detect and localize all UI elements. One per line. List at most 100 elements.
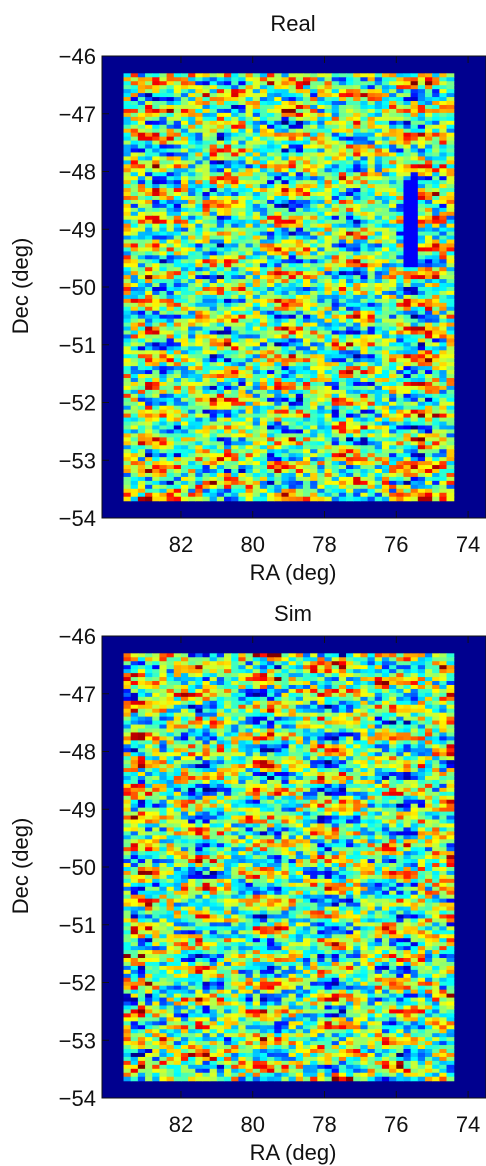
heatmap-cell xyxy=(310,156,318,161)
heatmap-cell xyxy=(245,314,254,320)
heatmap-cell xyxy=(360,492,369,498)
heatmap-cell xyxy=(389,247,397,252)
heatmap-cell xyxy=(338,192,347,197)
heatmap-cell xyxy=(338,156,347,161)
heatmap-cell xyxy=(417,188,426,193)
heatmap-cell xyxy=(389,437,397,442)
heatmap-cell xyxy=(216,334,225,340)
heatmap-cell xyxy=(173,235,182,241)
heatmap-cell xyxy=(252,381,261,387)
heatmap-cell xyxy=(202,283,211,288)
heatmap-cell xyxy=(145,219,153,225)
heatmap-cell xyxy=(338,128,347,134)
heatmap-cell xyxy=(446,215,455,221)
heatmap-cell xyxy=(317,476,326,482)
heatmap-cell xyxy=(267,255,275,260)
heatmap-cell xyxy=(130,322,139,328)
heatmap-cell xyxy=(295,267,304,272)
heatmap-cell xyxy=(353,318,361,324)
heatmap-cell xyxy=(274,101,283,106)
heatmap-cell xyxy=(417,378,426,383)
heatmap-cell xyxy=(331,302,340,308)
heatmap-cell xyxy=(123,251,132,256)
heatmap-cell xyxy=(396,188,405,193)
heatmap-cell xyxy=(338,215,347,221)
heatmap-cell xyxy=(216,453,225,458)
heatmap-cell xyxy=(353,132,361,138)
heatmap-cell xyxy=(180,184,189,189)
heatmap-cell xyxy=(396,298,405,304)
heatmap-cell xyxy=(353,421,361,427)
heatmap-cell xyxy=(238,405,247,411)
heatmap-cell xyxy=(410,310,419,316)
heatmap-cell xyxy=(324,235,333,241)
heatmap-cell xyxy=(324,314,333,320)
heatmap-cell xyxy=(432,188,440,193)
heatmap-cell xyxy=(360,358,369,363)
heatmap-cell xyxy=(310,417,318,423)
heatmap-cell xyxy=(130,219,139,225)
heatmap-cell xyxy=(374,180,383,185)
heatmap-cell xyxy=(302,306,311,312)
heatmap-cell xyxy=(173,381,182,387)
heatmap-cell xyxy=(424,330,433,336)
heatmap-cell xyxy=(123,275,132,280)
heatmap-cell xyxy=(302,469,311,474)
heatmap-cell xyxy=(396,445,405,450)
heatmap-cell xyxy=(281,132,290,138)
heatmap-cell xyxy=(410,207,419,213)
heatmap-cell xyxy=(302,449,311,454)
heatmap-cell xyxy=(302,120,311,126)
heatmap-cell xyxy=(202,350,211,355)
heatmap-cell xyxy=(317,441,326,446)
heatmap-cell xyxy=(195,366,204,371)
heatmap-cell xyxy=(432,184,440,189)
heatmap-cell xyxy=(389,484,397,490)
heatmap-cell xyxy=(432,101,440,106)
heatmap-cell xyxy=(446,318,455,324)
heatmap-cell xyxy=(123,168,132,173)
heatmap-cell xyxy=(374,164,383,169)
heatmap-cell xyxy=(238,318,247,324)
heatmap-cell xyxy=(432,496,440,502)
heatmap-cell xyxy=(396,263,405,268)
heatmap-cell xyxy=(360,112,369,118)
heatmap-cell xyxy=(216,322,225,328)
heatmap-cell xyxy=(389,338,397,343)
heatmap-cell xyxy=(216,124,225,130)
heatmap-cell xyxy=(417,239,426,245)
heatmap-cell xyxy=(353,148,361,154)
heatmap-cell xyxy=(346,338,354,343)
heatmap-cell xyxy=(224,104,232,110)
heatmap-cell xyxy=(137,73,146,78)
heatmap-cell xyxy=(439,132,448,138)
heatmap-cell xyxy=(130,97,139,102)
heatmap-cell xyxy=(302,445,311,450)
heatmap-cell xyxy=(360,279,369,284)
heatmap-cell xyxy=(152,73,161,78)
heatmap-cell xyxy=(346,397,354,403)
heatmap-cell xyxy=(188,421,196,427)
heatmap-cell xyxy=(224,322,232,328)
heatmap-cell xyxy=(396,417,405,423)
heatmap-cell xyxy=(396,85,405,90)
heatmap-cell xyxy=(331,124,340,130)
heatmap-cell xyxy=(338,362,347,367)
heatmap-cell xyxy=(238,429,247,435)
heatmap-cell xyxy=(360,425,369,431)
heatmap-cell xyxy=(159,164,168,169)
heatmap-cell xyxy=(252,144,261,150)
heatmap-cell xyxy=(317,219,326,225)
heatmap-cell xyxy=(353,381,361,387)
heatmap-cell xyxy=(360,247,369,252)
heatmap-cell xyxy=(346,306,354,312)
heatmap-cell xyxy=(159,188,168,193)
heatmap-cell xyxy=(173,374,182,379)
heatmap-cell xyxy=(302,461,311,466)
heatmap-cell xyxy=(259,330,268,336)
heatmap-cell xyxy=(252,93,261,98)
heatmap-cell xyxy=(302,81,311,86)
heatmap-cell xyxy=(252,97,261,102)
heatmap-cell xyxy=(180,259,189,264)
heatmap-cell xyxy=(209,176,218,181)
